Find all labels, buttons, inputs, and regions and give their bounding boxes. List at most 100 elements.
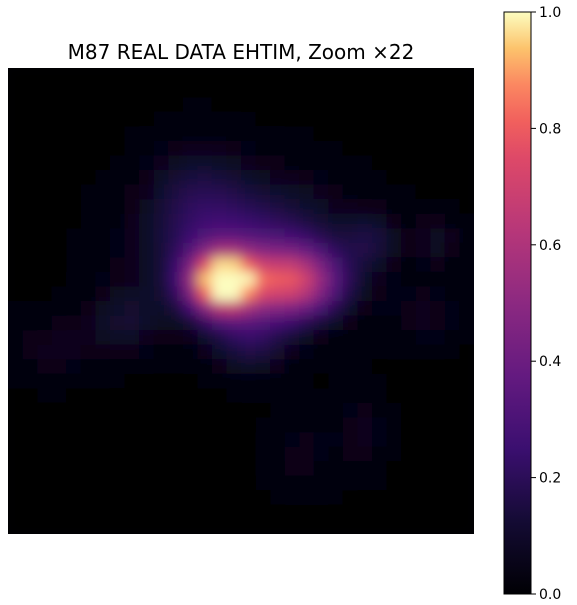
heatmap-cell	[459, 519, 474, 534]
heatmap-cell	[342, 344, 359, 360]
heatmap-cell	[270, 417, 286, 433]
heatmap-cell	[226, 330, 242, 346]
heatmap-cell	[168, 82, 184, 98]
heatmap-cell	[299, 286, 315, 302]
heatmap-cell	[8, 504, 24, 521]
heatmap-cell	[342, 315, 359, 331]
heatmap-cell	[80, 301, 96, 317]
heatmap-cell	[168, 504, 184, 521]
heatmap-cell	[270, 242, 286, 258]
heatmap-cell	[386, 155, 402, 171]
heatmap-cell	[66, 475, 82, 491]
heatmap-cell	[168, 126, 184, 142]
heatmap-cell	[270, 344, 286, 360]
heatmap-cell	[459, 330, 474, 346]
heatmap-cell	[153, 140, 169, 156]
heatmap-cell	[255, 432, 271, 448]
heatmap-image	[8, 68, 474, 534]
heatmap-cell	[284, 475, 300, 491]
heatmap-cell	[95, 242, 111, 258]
heatmap-cell	[95, 359, 111, 375]
heatmap-cell	[168, 97, 184, 113]
heatmap-cell	[168, 359, 184, 375]
heatmap-cell	[80, 169, 96, 186]
heatmap-cell	[80, 97, 96, 113]
heatmap-cell	[153, 213, 169, 229]
heatmap-cell	[124, 504, 140, 521]
heatmap-cell	[299, 97, 315, 113]
heatmap-cell	[8, 184, 24, 200]
heatmap-cell	[80, 402, 96, 419]
heatmap-cell	[80, 257, 96, 273]
heatmap-cell	[95, 140, 111, 156]
heatmap-cell	[226, 461, 242, 477]
heatmap-cell	[168, 169, 184, 186]
heatmap-cell	[226, 475, 242, 491]
heatmap-cell	[95, 519, 111, 534]
heatmap-cell	[299, 301, 315, 317]
heatmap-cell	[37, 228, 53, 244]
heatmap-cell	[226, 97, 242, 113]
heatmap-cell	[241, 490, 257, 506]
heatmap-cell	[342, 140, 359, 156]
heatmap-cell	[357, 490, 373, 506]
heatmap-cell	[51, 432, 67, 448]
heatmap-cell	[211, 111, 228, 127]
heatmap-cell	[8, 359, 24, 375]
heatmap-cell	[139, 286, 155, 302]
heatmap-cell	[342, 446, 359, 462]
heatmap-cell	[313, 184, 329, 200]
heatmap-cell	[459, 199, 474, 215]
heatmap-cell	[299, 126, 315, 142]
heatmap-cell	[284, 271, 300, 288]
heatmap-cell	[270, 286, 286, 302]
heatmap-cell	[226, 213, 242, 229]
heatmap-cell	[328, 490, 344, 506]
heatmap-cell	[255, 271, 271, 288]
heatmap-cell	[37, 199, 53, 215]
heatmap-cell	[66, 359, 82, 375]
heatmap-cell	[430, 359, 446, 375]
heatmap-cell	[299, 519, 315, 534]
heatmap-cell	[37, 68, 53, 84]
heatmap-cell	[168, 461, 184, 477]
heatmap-cell	[328, 330, 344, 346]
heatmap-cell	[459, 315, 474, 331]
heatmap-cell	[284, 126, 300, 142]
heatmap-cell	[139, 417, 155, 433]
heatmap-cell	[386, 417, 402, 433]
heatmap-cell	[255, 169, 271, 186]
heatmap-cell	[313, 301, 329, 317]
heatmap-cell	[430, 228, 446, 244]
heatmap-cell	[95, 388, 111, 404]
heatmap-cell	[430, 155, 446, 171]
heatmap-cell	[124, 82, 140, 98]
heatmap-cell	[299, 242, 315, 258]
heatmap-cell	[444, 169, 461, 186]
heatmap-cell	[109, 126, 126, 142]
heatmap-cell	[37, 344, 53, 360]
heatmap-cell	[197, 228, 213, 244]
heatmap-cell	[401, 402, 417, 419]
heatmap-cell	[342, 402, 359, 419]
heatmap-cell	[386, 111, 402, 127]
heatmap-cell	[139, 140, 155, 156]
heatmap-cell	[299, 111, 315, 127]
heatmap-cell	[372, 475, 388, 491]
heatmap-cell	[241, 228, 257, 244]
heatmap-cell	[342, 111, 359, 127]
heatmap-cell	[357, 228, 373, 244]
heatmap-cell	[372, 504, 388, 521]
heatmap-cell	[22, 519, 38, 534]
heatmap-cell	[415, 97, 431, 113]
heatmap-cell	[299, 402, 315, 419]
heatmap-cell	[197, 111, 213, 127]
heatmap-cell	[37, 461, 53, 477]
heatmap-cell	[444, 213, 461, 229]
heatmap-cell	[372, 432, 388, 448]
heatmap-cell	[313, 330, 329, 346]
heatmap-cell	[66, 344, 82, 360]
heatmap-cell	[357, 344, 373, 360]
heatmap-cell	[313, 461, 329, 477]
heatmap-cell	[401, 111, 417, 127]
